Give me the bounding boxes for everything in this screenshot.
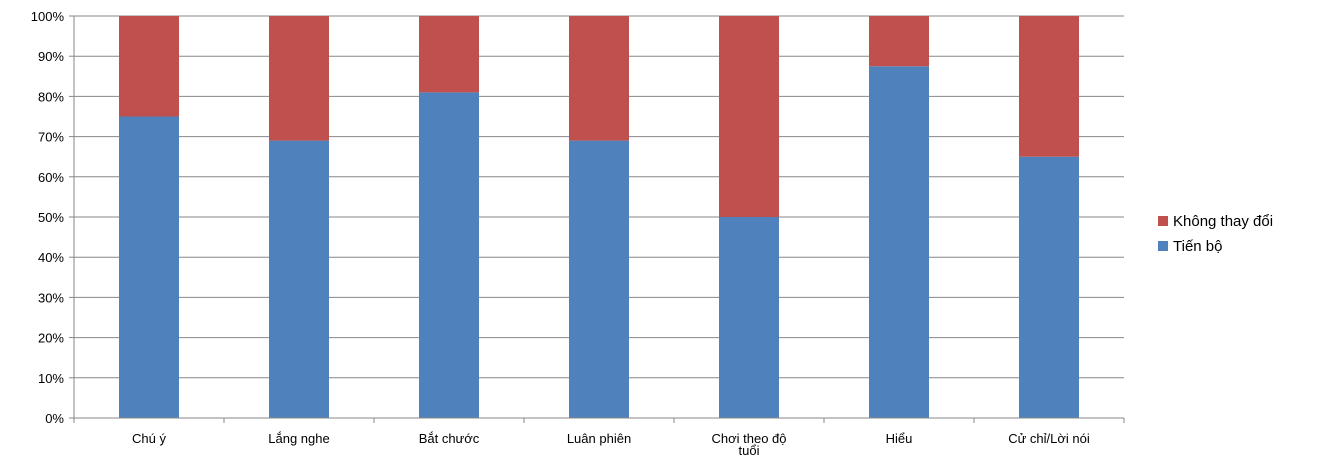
x-category-labels: Chú ý Lắng nghe Bắt chước Luân phiên Chơi th… bbox=[132, 431, 1090, 458]
legend: Không thay đổi Tiến bộ bbox=[1158, 213, 1273, 255]
bars bbox=[119, 16, 1079, 418]
bar-segment-khong-thay-doi bbox=[1019, 16, 1079, 157]
y-tick-label: 90% bbox=[38, 49, 64, 64]
y-tick-label: 70% bbox=[38, 130, 64, 145]
y-tick-label: 30% bbox=[38, 290, 64, 305]
bar-segment-khong-thay-doi bbox=[719, 16, 779, 217]
bar-segment-khong-thay-doi bbox=[869, 16, 929, 67]
legend-swatch bbox=[1158, 216, 1168, 226]
axes bbox=[69, 15, 1125, 423]
bar-segment-tien-bo bbox=[419, 92, 479, 418]
x-category-label: Hiểu bbox=[886, 431, 913, 446]
x-category-label: Bắt chước bbox=[419, 431, 480, 446]
y-tick-label: 60% bbox=[38, 170, 64, 185]
x-category-label: Cử chỉ/Lời nói bbox=[1008, 431, 1090, 446]
bar-segment-khong-thay-doi bbox=[269, 16, 329, 141]
y-tick-label: 0% bbox=[45, 411, 64, 426]
bar-segment-tien-bo bbox=[1019, 156, 1079, 418]
x-category-label: Chú ý bbox=[132, 431, 166, 446]
bar-segment-tien-bo bbox=[569, 140, 629, 418]
y-tick-label: 10% bbox=[38, 371, 64, 386]
bar-segment-khong-thay-doi bbox=[569, 16, 629, 141]
x-category-label: Lắng nghe bbox=[268, 431, 329, 446]
legend-label: Tiến bộ bbox=[1173, 238, 1222, 255]
y-tick-label: 50% bbox=[38, 210, 64, 225]
x-category-label: Luân phiên bbox=[567, 431, 631, 446]
bar-segment-tien-bo bbox=[269, 140, 329, 418]
bar-segment-tien-bo bbox=[869, 66, 929, 418]
y-tick-labels: 0% 10% 20% 30% 40% 50% 60% 70% 80% 90% 100% bbox=[31, 9, 65, 426]
y-tick-label: 80% bbox=[38, 89, 64, 104]
x-category-label: Chơi theo độ tuổi bbox=[711, 431, 786, 458]
y-tick-label: 100% bbox=[31, 9, 65, 24]
legend-swatch bbox=[1158, 241, 1168, 251]
bar-segment-khong-thay-doi bbox=[119, 16, 179, 117]
y-tick-label: 20% bbox=[38, 331, 64, 346]
bar-segment-tien-bo bbox=[719, 217, 779, 418]
y-tick-label: 40% bbox=[38, 250, 64, 265]
legend-label: Không thay đổi bbox=[1173, 213, 1273, 230]
bar-segment-tien-bo bbox=[119, 116, 179, 418]
bar-segment-khong-thay-doi bbox=[419, 16, 479, 93]
